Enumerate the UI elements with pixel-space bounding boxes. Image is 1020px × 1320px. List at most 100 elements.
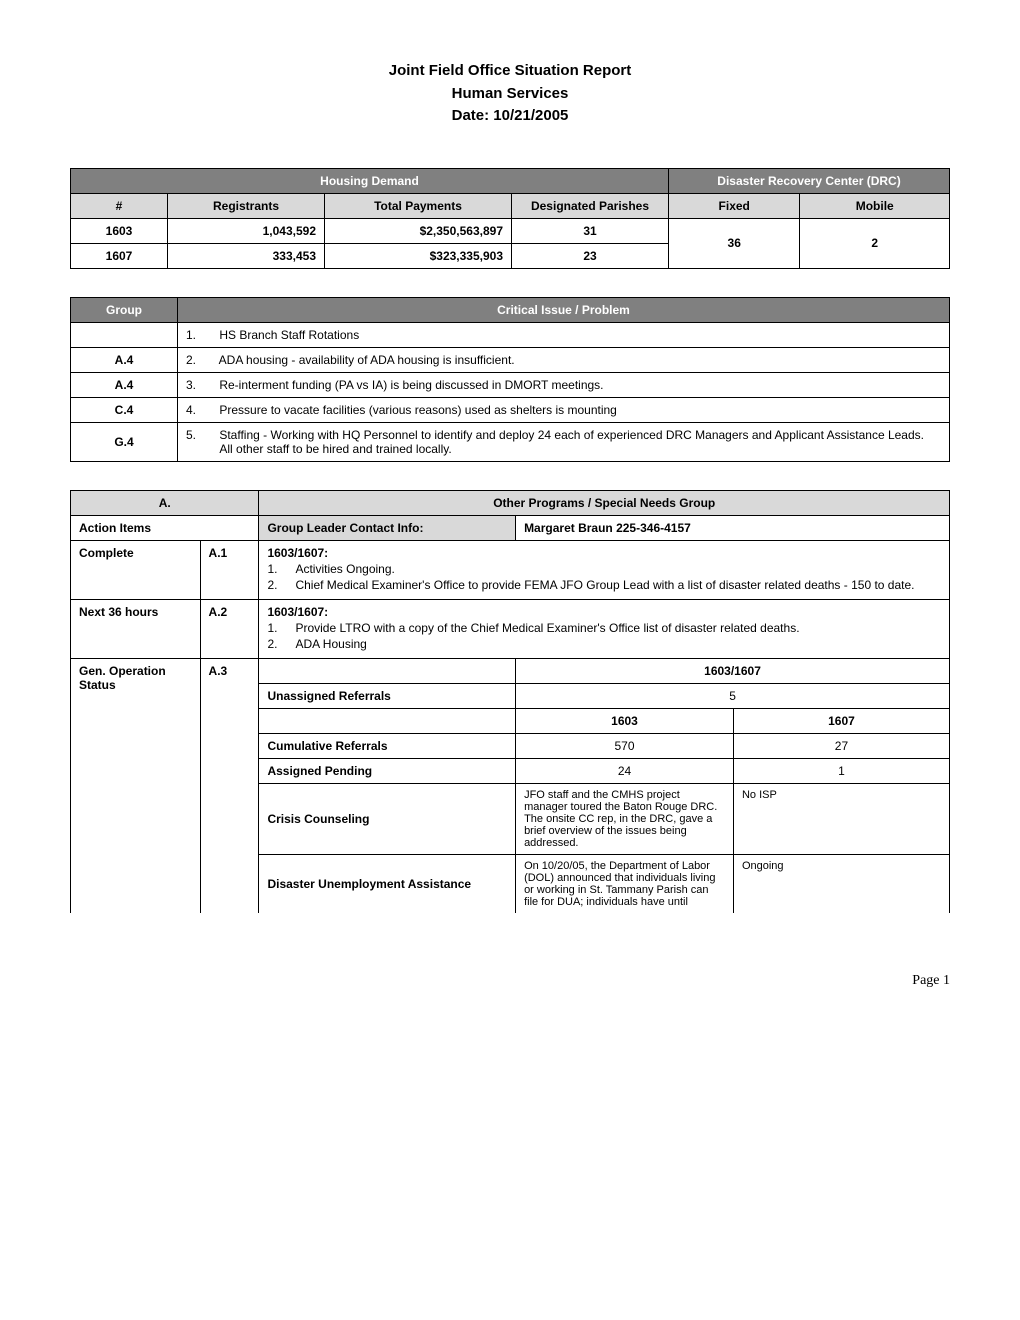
cell-parishes: 31: [512, 218, 669, 243]
leader-label: Group Leader Contact Info:: [259, 515, 516, 540]
unassigned-value: 5: [516, 683, 950, 708]
cell-group: C.4: [71, 397, 178, 422]
table-row: A.4 2. ADA housing - availability of ADA…: [71, 347, 950, 372]
cell-group: A.4: [71, 372, 178, 397]
dua-1607: Ongoing: [733, 854, 949, 913]
title-line-1: Joint Field Office Situation Report: [70, 60, 950, 83]
cell-issue: 1. HS Branch Staff Rotations: [178, 322, 950, 347]
status-combined-header: 1603/1607: [516, 658, 950, 683]
cumulative-1607: 27: [733, 733, 949, 758]
drc-header: Disaster Recovery Center (DRC): [669, 168, 950, 193]
housing-drc-table: Housing Demand Disaster Recovery Center …: [70, 168, 950, 269]
next36-code: A.2: [200, 599, 259, 658]
table-row: C.4 4. Pressure to vacate facilities (va…: [71, 397, 950, 422]
assigned-1603: 24: [516, 758, 734, 783]
table-row: A.4 3. Re-interment funding (PA vs IA) i…: [71, 372, 950, 397]
assigned-1607: 1: [733, 758, 949, 783]
leader-value: Margaret Braun 225-346-4157: [516, 515, 950, 540]
table-row: G.4 5. Staffing - Working with HQ Person…: [71, 422, 950, 461]
cell-issue: 4. Pressure to vacate facilities (variou…: [178, 397, 950, 422]
empty-cell: [259, 708, 516, 733]
col-number: #: [71, 193, 168, 218]
item-text: ADA Housing: [295, 637, 366, 651]
cumulative-label: Cumulative Referrals: [259, 733, 516, 758]
dua-label: Disaster Unemployment Assistance: [259, 854, 516, 913]
issue-text: Pressure to vacate facilities (various r…: [219, 403, 617, 417]
housing-demand-header: Housing Demand: [71, 168, 669, 193]
crisis-label: Crisis Counseling: [259, 783, 516, 854]
cell-num: 1607: [71, 243, 168, 268]
section-a-table: A. Other Programs / Special Needs Group …: [70, 490, 950, 913]
issue-number: 5.: [186, 428, 216, 442]
unassigned-label: Unassigned Referrals: [259, 683, 516, 708]
cell-payments: $323,335,903: [325, 243, 512, 268]
cell-group: [71, 322, 178, 347]
title-line-2: Human Services: [70, 83, 950, 106]
issue-number: 2.: [186, 353, 216, 367]
empty-cell: [259, 658, 516, 683]
dua-1603: On 10/20/05, the Department of Labor (DO…: [516, 854, 734, 913]
cell-registrants: 1,043,592: [168, 218, 325, 243]
issue-text: ADA housing - availability of ADA housin…: [219, 353, 515, 367]
complete-body: 1603/1607: 1.Activities Ongoing. 2.Chief…: [259, 540, 950, 599]
item-text: Chief Medical Examiner's Office to provi…: [295, 578, 935, 592]
col-group: Group: [71, 297, 178, 322]
item-text: Provide LTRO with a copy of the Chief Me…: [295, 621, 935, 635]
issue-text: HS Branch Staff Rotations: [219, 328, 359, 342]
action-items-label: Action Items: [71, 515, 259, 540]
item-number: 2.: [267, 637, 295, 651]
col-issue: Critical Issue / Problem: [178, 297, 950, 322]
section-title: Other Programs / Special Needs Group: [259, 490, 950, 515]
col-mobile: Mobile: [800, 193, 950, 218]
next36-label: Next 36 hours: [71, 599, 201, 658]
report-title: Joint Field Office Situation Report Huma…: [70, 60, 950, 128]
list-item: 1.Provide LTRO with a copy of the Chief …: [267, 621, 941, 635]
assigned-label: Assigned Pending: [259, 758, 516, 783]
complete-label: Complete: [71, 540, 201, 599]
crisis-1607: No ISP: [733, 783, 949, 854]
cell-mobile: 2: [800, 218, 950, 268]
next36-header: 1603/1607:: [267, 605, 941, 619]
item-number: 1.: [267, 562, 295, 576]
crisis-1603: JFO staff and the CMHS project manager t…: [516, 783, 734, 854]
cell-num: 1603: [71, 218, 168, 243]
col-registrants: Registrants: [168, 193, 325, 218]
list-item: 2.ADA Housing: [267, 637, 941, 651]
table-row: 1. HS Branch Staff Rotations: [71, 322, 950, 347]
complete-header: 1603/1607:: [267, 546, 941, 560]
cell-fixed: 36: [669, 218, 800, 268]
title-line-3: Date: 10/21/2005: [70, 105, 950, 128]
issue-number: 1.: [186, 328, 216, 342]
issue-number: 3.: [186, 378, 216, 392]
status-code: A.3: [200, 658, 259, 913]
list-item: 2.Chief Medical Examiner's Office to pro…: [267, 578, 941, 592]
table-row: 1603 1,043,592 $2,350,563,897 31 36 2: [71, 218, 950, 243]
col-parishes: Designated Parishes: [512, 193, 669, 218]
issue-number: 4.: [186, 403, 216, 417]
complete-code: A.1: [200, 540, 259, 599]
col-1603-header: 1603: [516, 708, 734, 733]
col-fixed: Fixed: [669, 193, 800, 218]
cell-payments: $2,350,563,897: [325, 218, 512, 243]
section-letter: A.: [71, 490, 259, 515]
cell-issue: 3. Re-interment funding (PA vs IA) is be…: [178, 372, 950, 397]
cell-group: G.4: [71, 422, 178, 461]
list-item: 1.Activities Ongoing.: [267, 562, 941, 576]
issue-text: Re-interment funding (PA vs IA) is being…: [219, 378, 603, 392]
critical-issues-table: Group Critical Issue / Problem 1. HS Bra…: [70, 297, 950, 462]
cell-issue: 5. Staffing - Working with HQ Personnel …: [178, 422, 950, 461]
cell-parishes: 23: [512, 243, 669, 268]
cell-group: A.4: [71, 347, 178, 372]
cumulative-1603: 570: [516, 733, 734, 758]
item-number: 1.: [267, 621, 295, 635]
page-number: Page 1: [70, 973, 950, 989]
status-label: Gen. Operation Status: [71, 658, 201, 913]
col-1607-header: 1607: [733, 708, 949, 733]
item-text: Activities Ongoing.: [295, 562, 394, 576]
next36-body: 1603/1607: 1.Provide LTRO with a copy of…: [259, 599, 950, 658]
col-payments: Total Payments: [325, 193, 512, 218]
item-number: 2.: [267, 578, 295, 592]
cell-issue: 2. ADA housing - availability of ADA hou…: [178, 347, 950, 372]
cell-registrants: 333,453: [168, 243, 325, 268]
issue-text: Staffing - Working with HQ Personnel to …: [219, 428, 934, 456]
